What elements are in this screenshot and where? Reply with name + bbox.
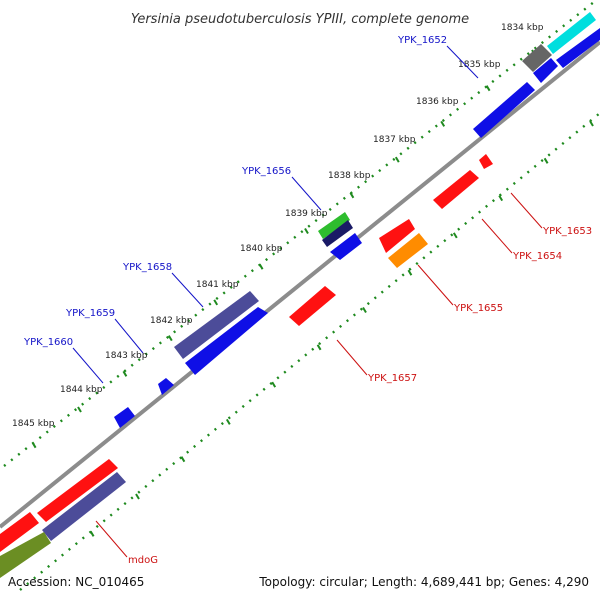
map-title: Yersinia pseudotuberculosis YPIII, compl… [131, 12, 469, 27]
gene-box-grey-1652[interactable] [522, 44, 552, 72]
gene-callout-line [417, 264, 454, 306]
gene-label[interactable]: YPK_1655 [453, 303, 503, 314]
outer-major-tick [304, 227, 309, 235]
inner-major-tick [316, 344, 322, 351]
gene-callout-line [336, 339, 368, 376]
inner-major-tick [543, 157, 549, 164]
genome-backbone [0, 40, 600, 529]
inner-major-tick [362, 306, 367, 314]
outer-major-tick [394, 156, 400, 163]
gene-callout-line [95, 520, 128, 558]
gene-label[interactable]: YPK_1660 [23, 337, 73, 348]
gene-label[interactable]: YPK_1653 [542, 226, 592, 237]
tick-label: 1839 kbp [285, 209, 328, 219]
inner-major-tick [498, 195, 504, 202]
gene-box-ypk-1652[interactable] [547, 12, 596, 54]
outer-dotted-ring [3, 1, 595, 467]
accession-text: Accession: NC_010465 [8, 575, 144, 589]
outer-tick-marks [31, 49, 536, 449]
inner-major-tick [89, 530, 95, 537]
inner-major-tick [135, 493, 140, 500]
gene-box-ypk-1658-arrow[interactable] [185, 307, 268, 375]
gene-labels: YPK_1652 YPK_1653 YPK_1654 YPK_1655 YPK_1656… [23, 35, 592, 566]
outer-major-tick [167, 335, 173, 342]
gene-callout-line [171, 272, 204, 308]
gene-box-ypk-1655[interactable] [388, 233, 428, 268]
inner-major-tick [407, 269, 413, 276]
tick-label: 1837 kbp [373, 135, 416, 145]
outer-major-tick [213, 299, 219, 306]
gene-callouts [72, 45, 543, 558]
tick-label: 1834 kbp [501, 23, 544, 33]
gene-box-ypk-1656-navy[interactable] [322, 220, 353, 247]
gene-box-blue-1652-b[interactable] [556, 28, 600, 68]
inner-major-tick [452, 232, 458, 239]
tick-label: 1836 kbp [416, 97, 459, 107]
gene-box-mdog-olive[interactable] [0, 532, 51, 578]
outer-major-tick [258, 263, 264, 270]
outer-major-tick [349, 192, 355, 199]
gene-label[interactable]: YPK_1659 [65, 308, 115, 319]
gene-box-ypk-1656-blue[interactable] [330, 233, 362, 260]
tick-labels: 1834 kbp 1835 kbp 1836 kbp 1837 kbp 1838 kbp… [12, 23, 544, 429]
tick-label: 1840 kbp [240, 244, 283, 254]
inner-tick-marks [89, 120, 594, 537]
gene-label[interactable]: mdoG [128, 555, 158, 566]
gene-box-ypk-1654[interactable] [433, 170, 479, 209]
gene-label[interactable]: YPK_1657 [367, 373, 417, 384]
tick-label: 1842 kbp [150, 316, 193, 326]
inner-major-tick [180, 456, 186, 463]
gene-box-mdog-navy[interactable] [42, 472, 126, 541]
inner-major-tick [589, 120, 594, 127]
gene-box-ypk-1657-a[interactable] [379, 219, 415, 253]
tick-label: 1845 kbp [12, 419, 55, 429]
gene-callout-line [446, 45, 479, 79]
gene-label[interactable]: YPK_1658 [122, 262, 172, 273]
outer-major-tick [31, 442, 37, 449]
tick-label: 1838 kbp [328, 171, 371, 181]
reverse-strand-features [0, 154, 493, 578]
tick-label: 1841 kbp [196, 280, 239, 290]
gene-box-ypk-1653[interactable] [479, 154, 493, 169]
gene-box-ypk-1657[interactable] [289, 286, 336, 326]
outer-major-tick [122, 370, 128, 377]
outer-major-tick [440, 120, 446, 127]
tick-label: 1844 kbp [60, 385, 103, 395]
gene-box-blue-1652-a[interactable] [533, 58, 558, 83]
gene-callout-line [291, 176, 322, 211]
gene-callout-line [72, 347, 104, 384]
gene-box-mdog-red-b[interactable] [0, 512, 39, 552]
gene-box-ypk-1660[interactable] [114, 407, 135, 428]
tick-label: 1843 kbp [105, 351, 148, 361]
outer-major-tick [485, 85, 491, 92]
gene-box-ypk-1656-green[interactable] [318, 212, 350, 239]
gene-callout-line [114, 318, 144, 354]
gene-label[interactable]: YPK_1654 [512, 251, 562, 262]
tick-label: 1835 kbp [458, 60, 501, 70]
gene-callout-line [481, 218, 513, 254]
gene-box-ypk-1652-arrow[interactable] [473, 82, 535, 138]
summary-text: Topology: circular; Length: 4,689,441 bp… [258, 575, 589, 589]
inner-major-tick [225, 418, 231, 425]
forward-strand-features [114, 12, 600, 428]
gene-label[interactable]: YPK_1656 [241, 166, 291, 177]
gene-box-mdog-red-a[interactable] [37, 459, 118, 522]
gene-callout-line [510, 192, 543, 229]
outer-major-tick [77, 406, 82, 413]
gene-label[interactable]: YPK_1652 [397, 35, 447, 46]
inner-major-tick [271, 381, 277, 388]
gene-box-ypk-1659[interactable] [158, 378, 174, 395]
gene-box-ypk-1658[interactable] [174, 291, 259, 359]
